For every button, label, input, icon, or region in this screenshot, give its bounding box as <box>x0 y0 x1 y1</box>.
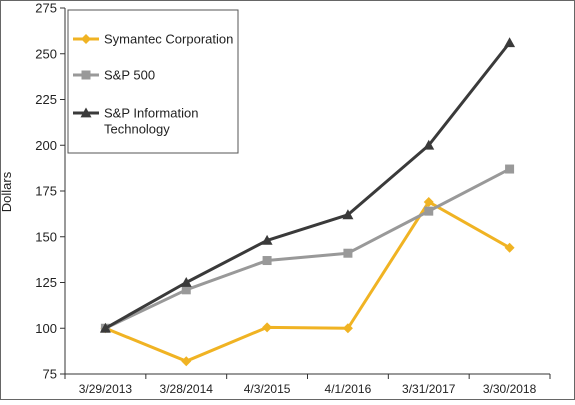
data-point <box>423 196 434 207</box>
x-tick-label: 3/31/2017 <box>402 382 456 396</box>
data-point <box>181 285 191 295</box>
data-point <box>262 256 272 266</box>
y-tick-label: 175 <box>35 184 57 199</box>
y-tick-label: 150 <box>35 229 57 244</box>
y-tick-label: 200 <box>35 138 57 153</box>
data-point <box>423 139 435 150</box>
y-tick-label: 250 <box>35 46 57 61</box>
x-tick-label: 3/29/2013 <box>79 382 133 396</box>
x-tick-label: 3/28/2014 <box>160 382 214 396</box>
legend-label: Symantec Corporation <box>104 32 233 47</box>
data-point <box>343 248 353 258</box>
legend-swatch-marker <box>81 34 91 44</box>
y-tick-label: 275 <box>35 1 57 16</box>
x-tick-label: 4/1/2016 <box>325 382 372 396</box>
series-line <box>104 167 511 330</box>
series-line <box>104 41 511 330</box>
data-point <box>342 323 353 334</box>
data-point <box>505 164 515 174</box>
series-line <box>104 200 511 363</box>
data-point <box>99 322 111 333</box>
legend-label: S&P Information Technology <box>104 106 198 137</box>
data-point <box>181 356 192 367</box>
data-point <box>424 206 434 216</box>
y-tick-label: 75 <box>43 367 57 382</box>
legend-swatch-marker <box>81 70 91 80</box>
data-point <box>504 37 516 48</box>
legend-label: S&P 500 <box>104 68 155 83</box>
data-point <box>262 322 273 333</box>
legend-swatch-marker <box>80 107 92 118</box>
y-tick-label: 225 <box>35 92 57 107</box>
data-point <box>261 234 273 245</box>
legend-box <box>67 9 239 154</box>
x-tick-label: 4/3/2015 <box>244 382 291 396</box>
y-tick-label: 125 <box>35 275 57 290</box>
data-point <box>342 209 354 220</box>
x-tick-label: 3/30/2018 <box>483 382 537 396</box>
series-2 <box>99 37 516 333</box>
y-axis-label: Dollars <box>0 171 14 212</box>
data-point <box>180 277 192 287</box>
data-point <box>504 242 515 253</box>
y-tick-label: 100 <box>35 321 57 336</box>
